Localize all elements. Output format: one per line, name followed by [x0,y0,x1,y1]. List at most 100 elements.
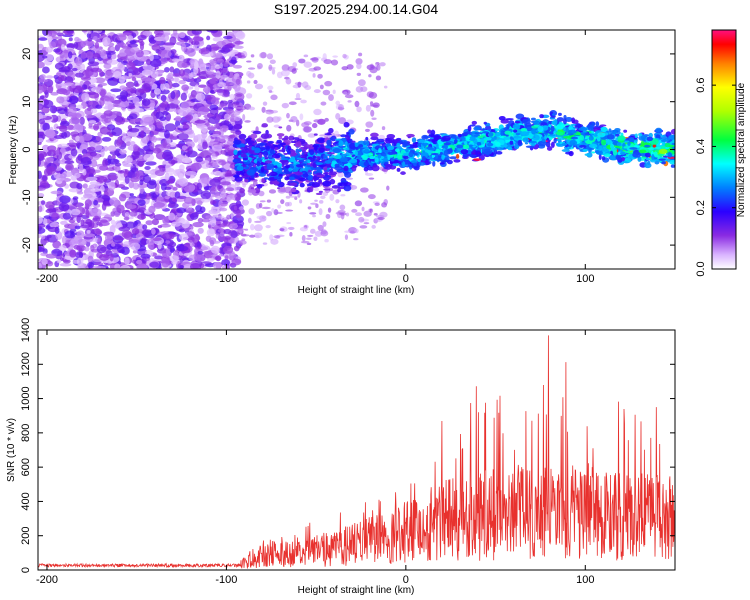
spectrogram-cell [177,245,189,252]
spectrogram-cell [177,107,189,117]
spectrogram-cell [77,238,88,246]
spectrogram-cell [281,159,289,165]
spectrogram-cell [323,172,328,175]
spectrogram-cell [344,234,349,240]
spectrogram-cell [69,240,80,245]
spectrogram-cell [111,243,116,247]
spectrogram-cell [42,66,50,74]
spectrogram-cell [276,116,282,121]
spectrogram-cell [185,158,192,162]
spectrogram-cell [74,225,81,230]
spectrogram-cell [323,188,331,191]
spectrogram-cell [235,213,242,219]
spectrogram-cell [87,30,92,34]
spectrogram-cell [76,191,84,195]
spectrogram-cell [83,233,96,238]
spectrogram-cell [177,195,187,199]
spectrogram-cell [359,225,368,229]
spectrogram-cell [40,200,46,205]
spectrogram-cell [311,57,319,63]
spectrogram-cell [195,156,204,163]
spectrogram-cell [200,198,211,203]
spectrogram-cell [38,262,42,269]
spectrogram-cell [83,193,93,199]
spectrogram-cell [75,135,81,142]
spectrogram-cell [56,173,65,182]
spectrogram-cell [62,89,71,96]
spectrogram-cell [371,117,377,120]
spectrogram-cell [144,165,151,171]
spectrogram-cell [238,55,246,59]
spectrogram-cell [216,58,225,64]
spectrogram-cell [195,92,206,102]
spectrogram-cell [327,207,332,213]
spectrogram-cell [60,220,68,225]
spectrogram-cell [38,61,45,69]
spectrogram-cell [76,230,85,239]
spectrogram-cell [368,177,375,180]
spectrogram-cell [345,177,354,180]
spectrogram-cell [162,139,167,148]
spectrogram-cell [375,75,382,81]
spectrogram-cell [550,125,555,132]
spectrogram-cell [79,224,91,229]
spectrogram-cell [151,44,161,51]
spectrogram-cell [403,156,409,160]
spectrogram-cell [41,258,48,266]
spectrogram-cell [316,174,325,178]
spectrogram-cell [42,145,50,153]
spectrogram-cell [267,85,274,91]
spectrogram-cell [172,73,182,77]
spectrogram-cell [172,58,180,63]
spectrogram-cell [181,219,190,229]
spectrogram-cell [38,118,46,125]
spectrogram-cell [328,171,338,176]
spectrogram-cell [229,223,239,229]
spectrogram-cell [253,79,258,85]
spectrogram-cell [160,82,165,91]
spectrogram-cell [121,75,129,80]
spectrogram-cell [165,240,171,244]
spectrogram-cell [47,85,54,94]
figure-title: S197.2025.294.00.14.G04 [274,1,438,17]
spectrogram-cell [303,54,309,58]
spectrogram-cell [110,219,116,225]
spectrogram-cell [52,240,62,249]
spectrogram-cell [200,190,211,200]
spectrogram-cell [109,197,119,206]
spectrogram-cell [87,91,96,96]
spectrogram-cell [192,36,204,42]
spectrogram-cell [209,104,219,111]
spectrogram-cell [379,62,386,67]
spectrogram-cell [200,245,211,251]
spectrogram-cell [261,206,271,210]
spectrogram-cell [117,42,127,48]
spectrogram-cell [218,103,227,109]
spectrogram-cell [38,247,45,253]
spectrogram-cell [254,220,262,223]
spectrogram-cell [124,157,133,164]
spectrogram-cell [196,182,202,191]
spectrogram-cell [214,255,222,261]
spectrogram-cell [38,85,44,94]
spectrogram-cell [149,261,160,268]
spectrogram-cell [217,229,223,233]
spectrogram-cell [126,198,139,202]
spectrogram-cell [233,73,238,80]
spectrogram-cell [644,152,651,158]
spectrogram-cell [186,207,192,212]
spectrogram-cell [339,204,346,211]
spectrogram-cell [176,207,187,214]
spectrogram-cell [310,228,316,234]
spectrogram-cell [270,238,279,245]
spectrogram-cell [455,153,460,159]
spectrogram-cell [60,44,66,51]
spectrogram-cell [369,208,373,213]
spectrogram-cell [157,69,164,75]
spectrogram-cell [181,84,189,91]
spectrogram-cell [62,171,73,178]
spectrogram-cell [183,196,194,205]
spectrogram-cell [93,35,98,41]
spectrogram-cell [39,74,46,80]
